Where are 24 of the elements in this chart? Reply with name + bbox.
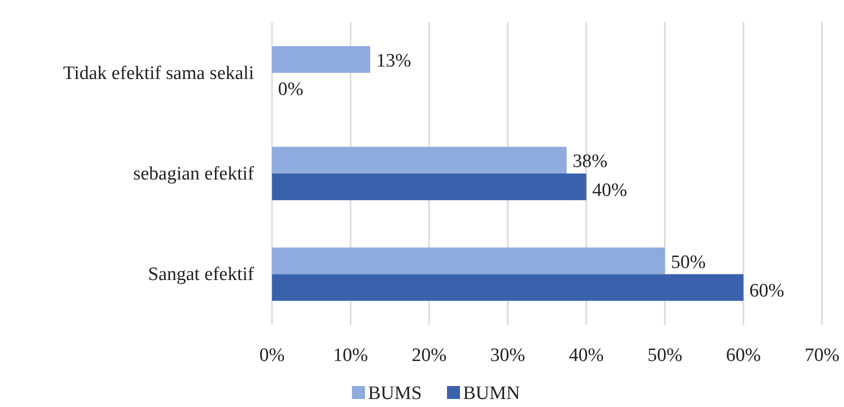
- data-label: 40%: [592, 180, 628, 201]
- legend-label: BUMN: [463, 383, 520, 404]
- data-label: 13%: [376, 50, 412, 72]
- bar: [272, 247, 665, 274]
- bar: [272, 174, 586, 200]
- x-tick-label: 60%: [726, 345, 762, 366]
- bar: [272, 274, 744, 301]
- bar: [272, 146, 567, 174]
- x-tick-label: 20%: [412, 345, 447, 366]
- x-tick-label: 0%: [259, 345, 285, 366]
- x-tick-label: 50%: [647, 345, 682, 366]
- data-label: 0%: [278, 79, 304, 100]
- y-tick-label: Tidak efektif sama sekali: [63, 62, 254, 84]
- y-tick-label: Sangat efektif: [148, 264, 255, 286]
- y-tick-label: sebagian efektif: [133, 164, 255, 184]
- x-tick-label: 70%: [804, 345, 840, 366]
- x-tick-label: 10%: [333, 345, 368, 366]
- data-label: 50%: [670, 252, 706, 273]
- x-tick-label: 40%: [568, 345, 604, 366]
- data-label: 38%: [572, 151, 608, 172]
- legend-label: BUMS: [368, 383, 422, 404]
- data-label: 60%: [749, 280, 784, 302]
- bar: [272, 46, 370, 73]
- x-tick-label: 30%: [490, 345, 526, 366]
